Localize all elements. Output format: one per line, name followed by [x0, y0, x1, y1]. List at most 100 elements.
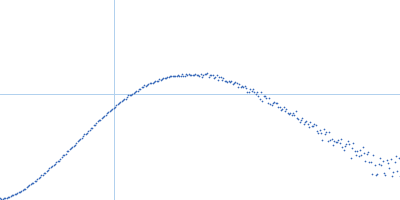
Point [192, 73, 198, 76]
Point [357, 149, 363, 152]
Point [0, 197, 6, 200]
Point [190, 74, 196, 77]
Point [29, 182, 35, 185]
Point [196, 74, 202, 78]
Point [58, 156, 65, 159]
Point [200, 73, 206, 77]
Point [199, 75, 205, 78]
Point [45, 169, 51, 172]
Point [124, 96, 130, 99]
Point [231, 82, 237, 85]
Point [49, 165, 55, 168]
Point [304, 123, 311, 126]
Point [208, 73, 214, 76]
Point [109, 107, 116, 111]
Point [149, 82, 156, 85]
Point [207, 73, 213, 77]
Point [282, 109, 288, 112]
Point [202, 73, 208, 76]
Point [53, 161, 59, 164]
Point [216, 76, 222, 79]
Point [106, 109, 113, 113]
Point [290, 111, 296, 115]
Point [195, 73, 201, 76]
Point [144, 84, 150, 87]
Point [108, 109, 114, 112]
Point [188, 73, 194, 77]
Point [219, 78, 225, 81]
Point [100, 115, 106, 118]
Point [230, 82, 236, 86]
Point [300, 122, 307, 125]
Point [0, 197, 3, 200]
Point [14, 192, 20, 195]
Point [46, 167, 53, 170]
Point [128, 93, 134, 96]
Point [299, 117, 306, 120]
Point [12, 193, 18, 196]
Point [161, 76, 168, 80]
Point [178, 75, 184, 78]
Point [220, 77, 227, 80]
Point [306, 125, 312, 128]
Point [102, 114, 109, 117]
Point [151, 80, 157, 83]
Point [234, 82, 240, 85]
Point [374, 172, 380, 175]
Point [322, 133, 328, 136]
Point [358, 153, 364, 156]
Point [353, 153, 359, 156]
Point [307, 121, 314, 124]
Point [343, 142, 350, 145]
Point [36, 177, 42, 180]
Point [308, 124, 315, 128]
Point [346, 143, 352, 146]
Point [283, 108, 290, 111]
Point [4, 196, 10, 199]
Point [133, 89, 140, 93]
Point [38, 174, 45, 177]
Point [331, 139, 338, 142]
Point [292, 110, 299, 113]
Point [274, 101, 280, 105]
Point [136, 88, 142, 91]
Point [302, 121, 308, 124]
Point [295, 117, 302, 120]
Point [370, 153, 376, 156]
Point [361, 152, 367, 155]
Point [191, 73, 197, 76]
Point [16, 191, 22, 194]
Point [235, 85, 241, 88]
Point [18, 189, 25, 192]
Point [186, 72, 192, 75]
Point [350, 141, 356, 144]
Point [244, 91, 251, 94]
Point [37, 176, 43, 179]
Point [212, 75, 218, 78]
Point [320, 127, 327, 130]
Point [362, 159, 368, 162]
Point [390, 171, 396, 174]
Point [101, 114, 108, 118]
Point [363, 152, 370, 155]
Point [1, 197, 7, 200]
Point [393, 155, 399, 158]
Point [120, 99, 126, 102]
Point [342, 145, 348, 148]
Point [312, 123, 319, 126]
Point [328, 137, 335, 141]
Point [369, 173, 375, 176]
Point [271, 100, 278, 103]
Point [338, 138, 344, 141]
Point [78, 137, 85, 140]
Point [275, 105, 282, 109]
Point [272, 102, 279, 105]
Point [345, 140, 351, 143]
Point [84, 131, 90, 134]
Point [359, 146, 366, 149]
Point [80, 135, 86, 138]
Point [2, 197, 8, 200]
Point [386, 166, 392, 169]
Point [267, 103, 274, 106]
Point [132, 90, 138, 93]
